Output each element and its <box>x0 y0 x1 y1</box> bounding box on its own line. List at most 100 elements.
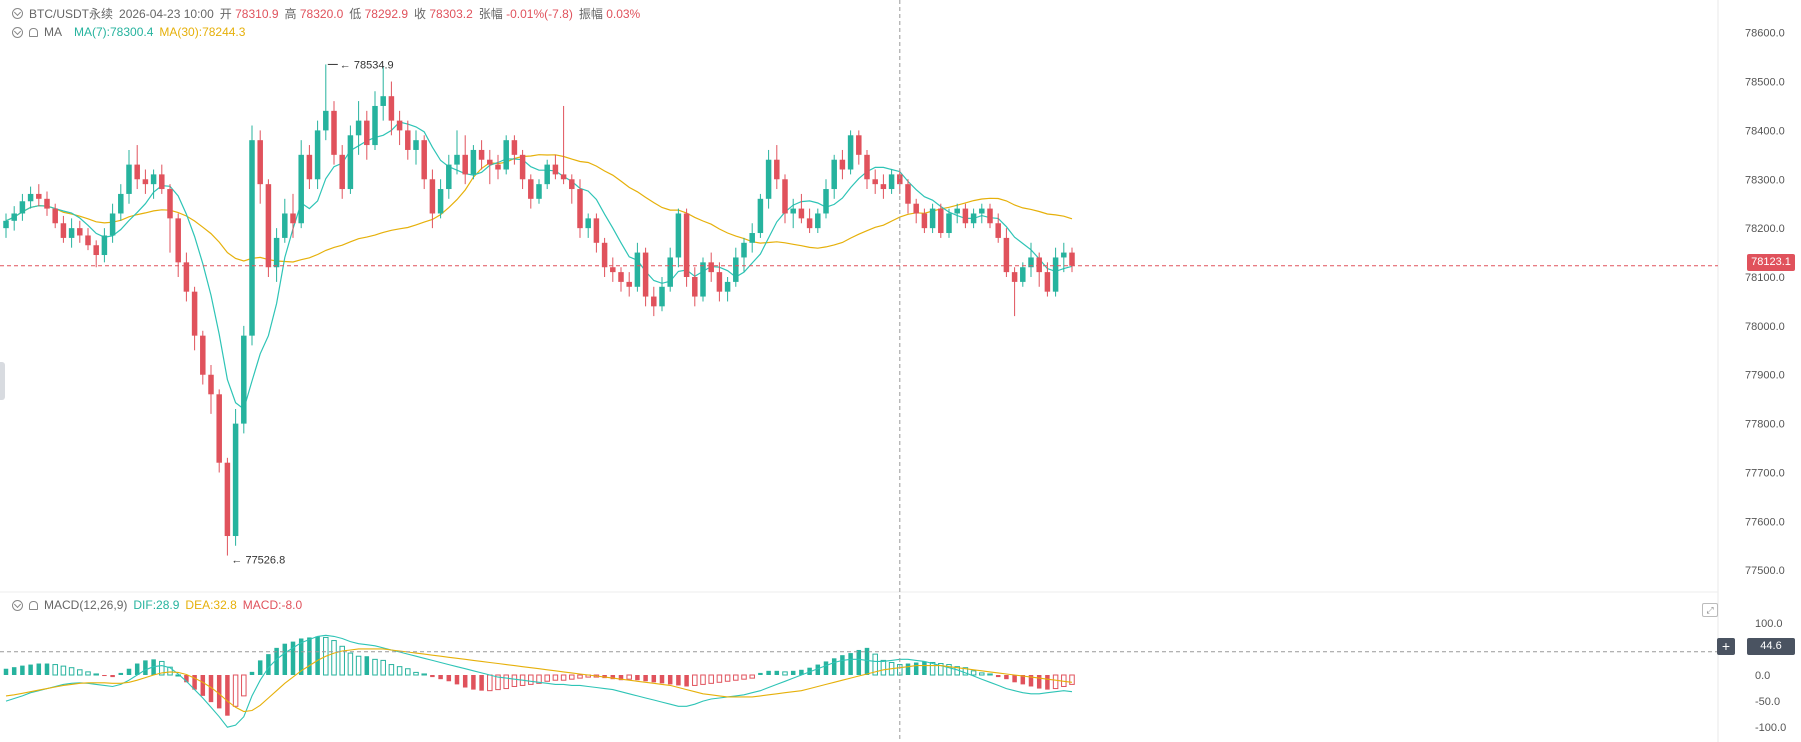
candle-body <box>749 233 755 243</box>
macd-bar <box>208 675 214 703</box>
candle <box>232 408 239 546</box>
macd-bar <box>446 675 452 682</box>
overlay-layer <box>0 0 1718 742</box>
add-indicator-button[interactable]: + <box>1717 638 1735 655</box>
macd-bar <box>995 675 1001 678</box>
candle-body <box>208 374 214 395</box>
candle <box>651 286 657 317</box>
price-tick-label: 78100.0 <box>1745 272 1785 284</box>
expand-pane-icon[interactable]: ⤢ <box>1702 603 1718 617</box>
collapse-icon[interactable] <box>12 599 23 611</box>
price-tick-label: 77500.0 <box>1745 565 1785 577</box>
candle-body <box>708 262 714 273</box>
datetime-label: 2026-04-23 10:00 <box>119 6 214 21</box>
macd-bar <box>1036 675 1042 689</box>
candle-body <box>380 96 386 106</box>
macd-bar <box>184 675 189 683</box>
candle <box>290 193 296 238</box>
ma-label: MA <box>44 25 62 39</box>
candle-body <box>995 223 1001 238</box>
candle <box>1020 262 1026 287</box>
macd-tick-label: -100.0 <box>1755 722 1786 734</box>
close-value: 78303.2 <box>429 7 473 21</box>
candle-body <box>741 242 747 258</box>
macd-legend: MACD(12,26,9) DIF:28.9 DEA:32.8 MACD:-8.… <box>12 598 302 612</box>
sidebar-toggle-handle[interactable] <box>0 362 5 400</box>
candle <box>44 191 50 216</box>
candle-body <box>970 213 977 224</box>
candle-body <box>282 213 288 238</box>
macd-bar <box>495 674 501 691</box>
candle <box>823 179 829 219</box>
macd-bar <box>372 658 378 676</box>
macd-bar <box>1069 674 1075 685</box>
candle <box>749 223 755 253</box>
macd-bar <box>774 670 780 675</box>
candle-body <box>232 423 239 537</box>
candle <box>1061 242 1067 273</box>
candle-body <box>798 208 805 219</box>
macd-bar <box>3 668 9 675</box>
macd-bar <box>11 667 17 675</box>
alert-bell-icon[interactable] <box>29 600 38 610</box>
candle <box>347 125 354 194</box>
candle <box>429 169 436 229</box>
candle-body <box>634 252 641 287</box>
candle-body <box>913 203 919 214</box>
macd-bar <box>708 674 714 684</box>
candle-body <box>733 257 739 282</box>
macd-bar <box>355 655 362 676</box>
alert-bell-icon[interactable] <box>29 27 38 37</box>
high-value: 78320.0 <box>299 7 344 21</box>
candle <box>995 213 1001 243</box>
candle-body <box>93 245 99 256</box>
candle-body <box>273 237 280 268</box>
ma-legend: MA MA(7):78300.4 MA(30):78244.3 <box>12 25 245 39</box>
change-value: -0.01%(-7.8) <box>506 7 573 21</box>
macd-bar <box>880 659 887 676</box>
price-tick-label: 77900.0 <box>1745 370 1785 382</box>
macd-bar <box>905 663 911 675</box>
macd-bar <box>257 660 263 675</box>
candle <box>380 66 386 121</box>
candle-body <box>839 159 846 170</box>
macd-bar <box>93 673 99 676</box>
candle <box>528 174 534 209</box>
candle <box>355 101 362 155</box>
candle-body <box>364 120 370 146</box>
macd-bar <box>143 660 148 675</box>
candle-body <box>544 164 550 185</box>
candle-body <box>823 189 829 214</box>
macd-bar <box>396 666 403 676</box>
candle-body <box>626 281 632 287</box>
candle <box>273 228 280 282</box>
candle <box>446 154 452 199</box>
candle-body <box>478 149 485 160</box>
candle-body <box>347 135 354 190</box>
candle <box>388 81 395 136</box>
candle <box>806 208 813 234</box>
dea-line <box>5 648 1073 713</box>
macd-bar <box>232 674 239 707</box>
candle <box>888 169 895 194</box>
candle <box>634 242 641 292</box>
macd-bar <box>741 674 747 680</box>
candle-body <box>856 135 862 155</box>
macd-bar <box>840 655 845 675</box>
candle-body <box>142 179 149 185</box>
collapse-icon[interactable] <box>12 8 23 19</box>
dea-value: DEA:32.8 <box>185 598 237 612</box>
candle-body <box>454 154 460 165</box>
macd-bar <box>28 664 33 675</box>
price-tick-label: 77600.0 <box>1745 516 1785 528</box>
open-label: 开 <box>219 7 232 21</box>
candle-body <box>191 291 198 336</box>
candle-body <box>1052 257 1059 292</box>
candle <box>519 149 526 190</box>
candle-body <box>905 184 911 204</box>
collapse-icon[interactable] <box>12 26 23 38</box>
macd-bar <box>560 674 567 681</box>
candle-body <box>765 159 772 199</box>
candle-body <box>716 272 723 292</box>
